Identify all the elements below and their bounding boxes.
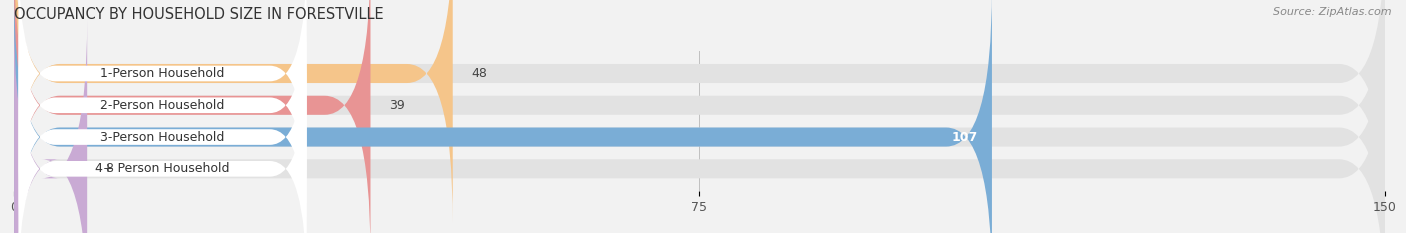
Text: 8: 8 — [105, 162, 114, 175]
Text: 48: 48 — [471, 67, 486, 80]
FancyBboxPatch shape — [14, 20, 87, 233]
Text: OCCUPANCY BY HOUSEHOLD SIZE IN FORESTVILLE: OCCUPANCY BY HOUSEHOLD SIZE IN FORESTVIL… — [14, 7, 384, 22]
FancyBboxPatch shape — [18, 0, 307, 225]
FancyBboxPatch shape — [14, 0, 1385, 233]
FancyBboxPatch shape — [14, 0, 453, 223]
Text: Source: ZipAtlas.com: Source: ZipAtlas.com — [1274, 7, 1392, 17]
FancyBboxPatch shape — [18, 18, 307, 233]
FancyBboxPatch shape — [14, 0, 993, 233]
Text: 1-Person Household: 1-Person Household — [100, 67, 225, 80]
Text: 2-Person Household: 2-Person Household — [100, 99, 225, 112]
FancyBboxPatch shape — [18, 0, 307, 193]
Text: 39: 39 — [389, 99, 405, 112]
FancyBboxPatch shape — [14, 20, 1385, 233]
Text: 3-Person Household: 3-Person Household — [100, 130, 225, 144]
Text: 107: 107 — [952, 130, 979, 144]
Text: 4+ Person Household: 4+ Person Household — [96, 162, 229, 175]
FancyBboxPatch shape — [14, 0, 1385, 223]
FancyBboxPatch shape — [14, 0, 1385, 233]
FancyBboxPatch shape — [14, 0, 371, 233]
FancyBboxPatch shape — [18, 50, 307, 233]
